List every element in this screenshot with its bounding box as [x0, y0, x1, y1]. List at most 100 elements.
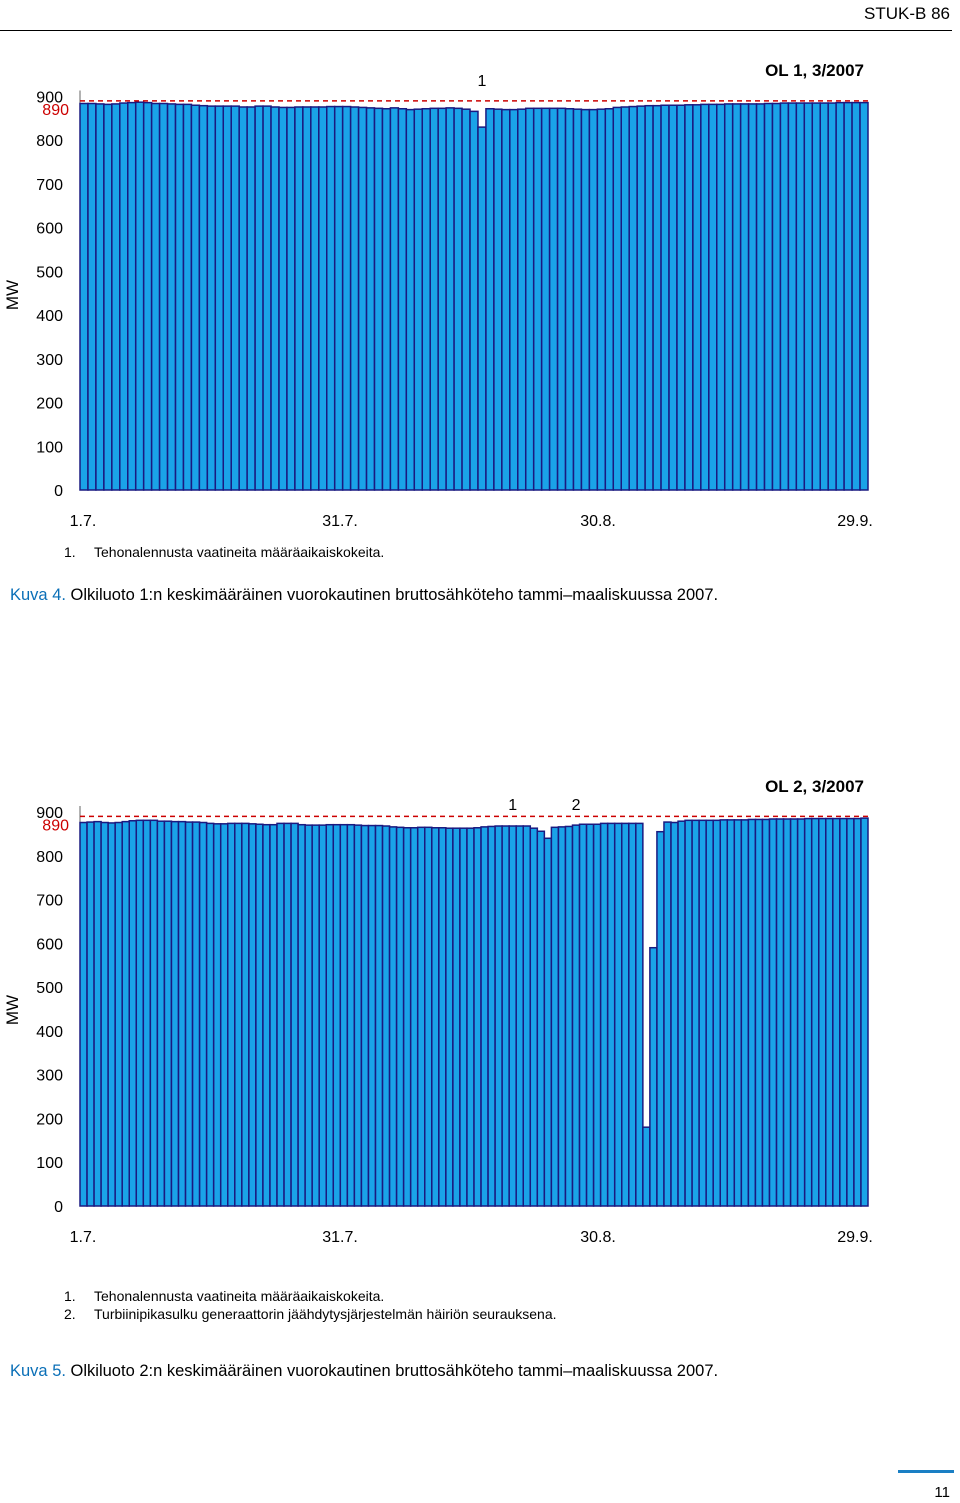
bar — [795, 102, 806, 491]
y-tick-label: 0 — [54, 1199, 63, 1216]
bar — [613, 822, 623, 1207]
bar — [121, 820, 130, 1207]
bar — [346, 823, 356, 1207]
bar — [424, 826, 433, 1207]
figure-5-note-2: 2. Turbiinipikasulku generaattorin jäähdy… — [64, 1306, 557, 1322]
bar — [353, 824, 363, 1207]
bar — [819, 102, 829, 491]
caption-label: Kuva 4. — [10, 586, 66, 604]
caption-text: Olkiluoto 1:n keskimääräinen vuorokautin… — [65, 586, 719, 604]
reference-line-label: 890 — [42, 817, 69, 834]
bar — [445, 107, 455, 491]
bar — [445, 827, 454, 1207]
bar — [397, 107, 408, 491]
bar — [636, 105, 646, 491]
bar — [325, 823, 335, 1207]
bar — [149, 819, 159, 1207]
bar — [234, 822, 243, 1207]
bar — [326, 105, 336, 491]
event-annotation: 1 — [508, 797, 517, 814]
bar — [205, 822, 215, 1207]
bar — [779, 102, 790, 491]
y-axis-label: MW — [3, 995, 22, 1025]
bar — [853, 817, 862, 1207]
header-rule — [0, 30, 952, 31]
bar — [775, 818, 785, 1207]
bar — [494, 825, 503, 1207]
bar — [310, 106, 320, 491]
bar — [333, 105, 344, 491]
bar — [524, 107, 535, 491]
y-tick-label: 900 — [36, 90, 63, 107]
bar — [365, 107, 376, 491]
y-tick-label: 800 — [36, 133, 63, 150]
bar — [100, 821, 109, 1207]
bar — [859, 101, 869, 491]
bar — [588, 108, 599, 491]
bar — [540, 107, 551, 491]
bar — [548, 107, 559, 491]
bar — [529, 827, 539, 1207]
event-annotation: 2 — [572, 797, 581, 814]
bar — [782, 818, 792, 1207]
bar — [119, 102, 129, 491]
bar — [452, 827, 461, 1207]
bar — [663, 821, 672, 1207]
bar — [219, 823, 229, 1207]
bar — [241, 822, 250, 1207]
y-tick-label: 300 — [36, 1068, 63, 1085]
bar — [238, 106, 248, 491]
bar — [409, 827, 419, 1207]
bar — [860, 817, 869, 1207]
bar — [656, 830, 665, 1207]
bar — [150, 102, 161, 491]
bar — [304, 824, 313, 1207]
bar — [466, 827, 475, 1207]
bar — [357, 106, 368, 491]
bar — [402, 827, 412, 1207]
bar — [158, 102, 169, 491]
bar — [789, 818, 799, 1207]
bar — [628, 105, 638, 491]
bar — [843, 101, 853, 491]
reference-line-label: 890 — [42, 102, 69, 119]
bar — [429, 107, 439, 491]
bar — [177, 820, 187, 1207]
bar — [761, 818, 771, 1207]
y-axis-label: MW — [3, 280, 22, 310]
bar — [79, 102, 89, 491]
bar — [532, 107, 543, 491]
bar — [501, 108, 511, 491]
bar — [395, 826, 405, 1207]
bar — [604, 107, 615, 491]
bar — [660, 104, 670, 491]
bar — [294, 106, 304, 491]
y-tick-label: 100 — [36, 439, 63, 456]
bar — [676, 104, 686, 491]
page-number-bar — [898, 1470, 954, 1473]
caption-text: Olkiluoto 2:n keskimääräinen vuorokautin… — [65, 1362, 719, 1380]
x-tick-label: 30.8. — [580, 513, 616, 530]
bar — [93, 820, 102, 1207]
bar — [571, 824, 581, 1207]
bar — [628, 822, 637, 1207]
bar — [501, 825, 510, 1207]
bar — [596, 108, 607, 491]
bar — [508, 825, 517, 1207]
bar — [557, 826, 567, 1207]
bar — [726, 819, 736, 1207]
bar — [755, 103, 766, 491]
y-tick-label: 800 — [36, 849, 63, 866]
bar — [128, 820, 138, 1207]
y-tick-label: 200 — [36, 396, 63, 413]
bar — [283, 822, 292, 1207]
bar — [543, 837, 553, 1207]
bar — [286, 106, 296, 491]
x-tick-label: 31.7. — [322, 513, 358, 530]
bar — [389, 107, 400, 491]
figure-5-note-1: 1. Tehonalennusta vaatineita määräaikaisk… — [64, 1288, 384, 1304]
y-tick-label: 700 — [36, 177, 63, 194]
bar — [163, 820, 173, 1207]
